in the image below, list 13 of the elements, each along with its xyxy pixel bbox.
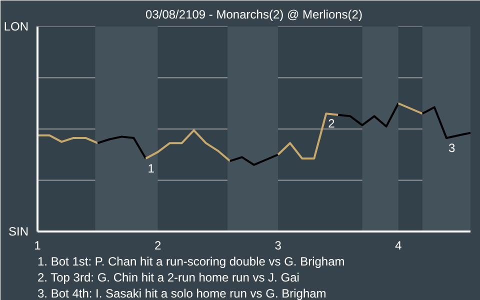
x-tick-label: 4 [394,238,402,252]
x-tick-label: 3 [274,238,282,252]
text: 2. Top 3rd: G. Chin hit a 2-run home run vs J. Gai [38,270,300,284]
text: 1. Bot 1st: P. Chan hit a run-scoring double vs G. Brigham [38,254,345,268]
text: LON [4,20,29,34]
text: SIN [8,224,29,238]
x-tick-label: 2 [154,238,162,252]
chart-title: 03/08/2109 - Monarchs(2) @ Merlions(2) [146,8,362,22]
annotation: 3 [448,140,456,155]
annotation: 1 [148,161,155,176]
annotation: 2 [328,116,336,131]
x-tick-label: 1 [34,238,42,252]
text: 3. Bot 4th: I. Sasaki hit a solo home run vs G. Brigham [38,286,326,300]
